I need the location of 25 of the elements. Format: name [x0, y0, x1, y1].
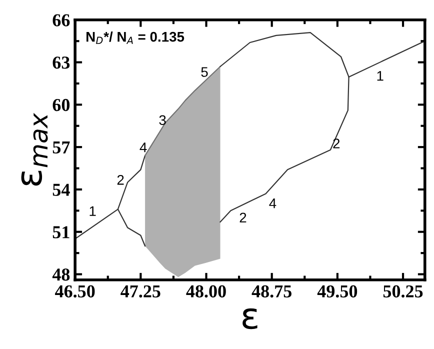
y-axis-title: ε$_{max}$: [21, 112, 48, 186]
annotation: 1: [377, 71, 384, 81]
y-tick-label: 57: [52, 142, 70, 154]
annotation: 2: [333, 138, 340, 148]
y-tick-label: 51: [52, 226, 70, 238]
annotation: 4: [140, 142, 147, 152]
annotation: 2: [117, 174, 124, 185]
x-tick-label: 50.25: [383, 285, 423, 298]
annotation: N$_{D}$*/ N$_{A}$ = 0.135: [86, 32, 184, 44]
x-tick-label: 47.25: [120, 285, 160, 298]
y-tick-label: 54: [52, 184, 70, 196]
annotation: 5: [201, 67, 208, 77]
annotation: 3: [159, 115, 166, 126]
x-tick-label: 46.50: [55, 285, 95, 298]
x-tick-label: 49.50: [317, 285, 358, 298]
y-tick-label: 66: [52, 14, 70, 26]
y-tick-label: 48: [52, 268, 70, 281]
annotation: 2: [240, 212, 246, 222]
x-axis-title: ε: [242, 308, 258, 330]
annotation: 4: [269, 198, 276, 208]
x-tick-label: 48.75: [252, 285, 292, 298]
y-tick-label: 60: [52, 98, 70, 112]
y-tick-label: 63: [52, 56, 70, 69]
annotation: 1: [90, 206, 96, 216]
x-tick-label: 48.00: [186, 285, 226, 298]
